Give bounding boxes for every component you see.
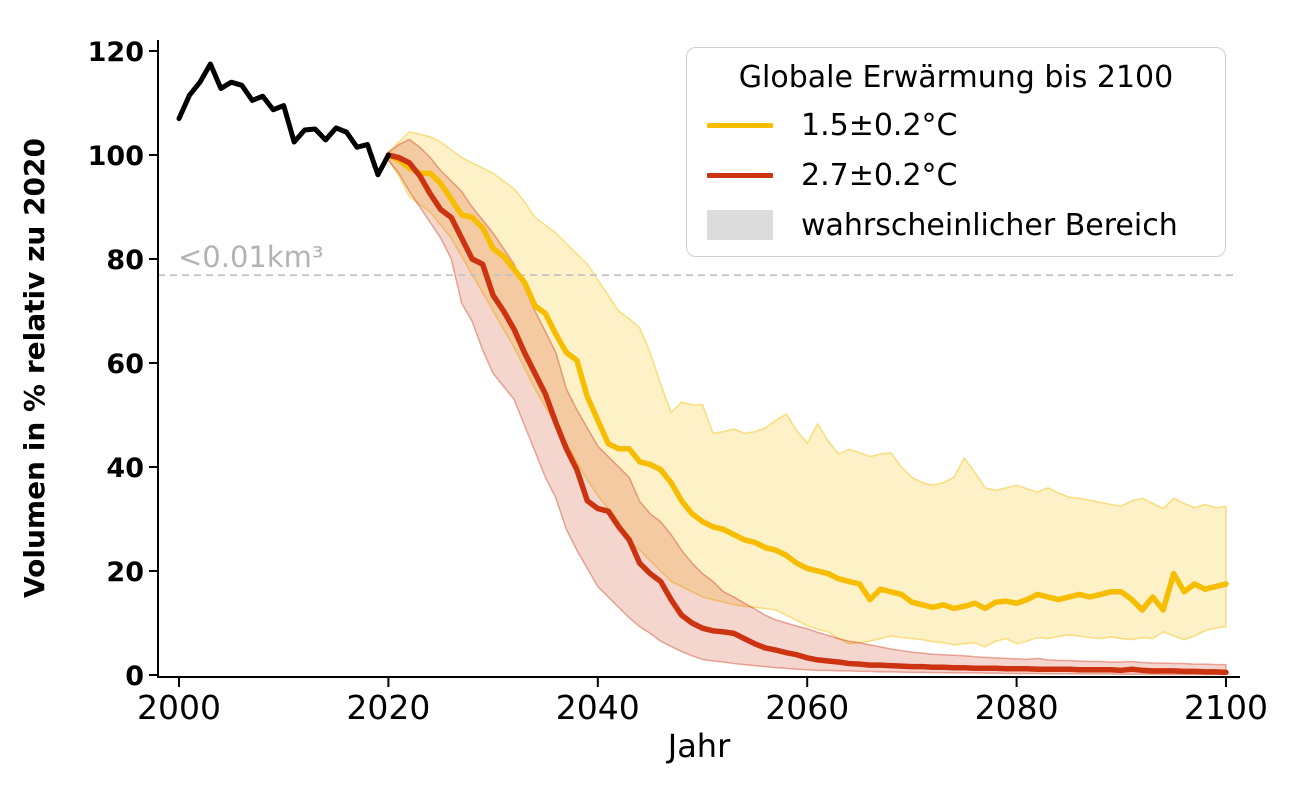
legend-line-swatch-27-icon (707, 172, 773, 178)
legend-title: Globale Erwärmung bis 2100 (738, 60, 1174, 95)
legend-line-swatch-15-icon (707, 122, 773, 128)
y-tick-label: 60 (106, 349, 144, 380)
threshold-annotation: <0.01km³ (178, 240, 324, 274)
line-historical (176, 61, 391, 178)
legend-item-scenario-15: 1.5±0.2°C (687, 100, 1225, 150)
y-tick-label: 40 (106, 453, 144, 484)
legend-patch-swatch-icon (707, 210, 773, 240)
legend-item-likely-range: wahrscheinlicher Bereich (687, 200, 1225, 250)
x-tick-label: 2060 (765, 688, 849, 727)
x-tick-label: 2020 (346, 688, 430, 727)
x-tick-label: 2080 (975, 688, 1059, 727)
y-axis-title: Volumen in % relativ zu 2020 (18, 137, 51, 599)
legend-item-scenario-27: 2.7±0.2°C (687, 150, 1225, 200)
x-tick-label: 2000 (137, 688, 221, 727)
line-scenario-27 (385, 152, 1229, 676)
y-tick-label: 0 (125, 661, 144, 692)
x-tick-label: 2100 (1184, 688, 1268, 727)
line-scenario-15 (385, 152, 1229, 613)
y-tick-label: 100 (88, 141, 144, 172)
band-scenario-15 (387, 130, 1227, 648)
y-tick-label: 120 (88, 37, 144, 68)
y-tick-label: 20 (106, 557, 144, 588)
x-axis-title: Jahr (667, 727, 731, 765)
legend-label-likely-range: wahrscheinlicher Bereich (801, 207, 1178, 243)
y-tick-label: 80 (106, 245, 144, 276)
legend-box: Globale Erwärmung bis 2100 1.5±0.2°C 2.7… (686, 47, 1226, 257)
legend-label-scenario-27: 2.7±0.2°C (801, 157, 958, 193)
x-tick-label: 2040 (556, 688, 640, 727)
legend-label-scenario-15: 1.5±0.2°C (801, 107, 958, 143)
